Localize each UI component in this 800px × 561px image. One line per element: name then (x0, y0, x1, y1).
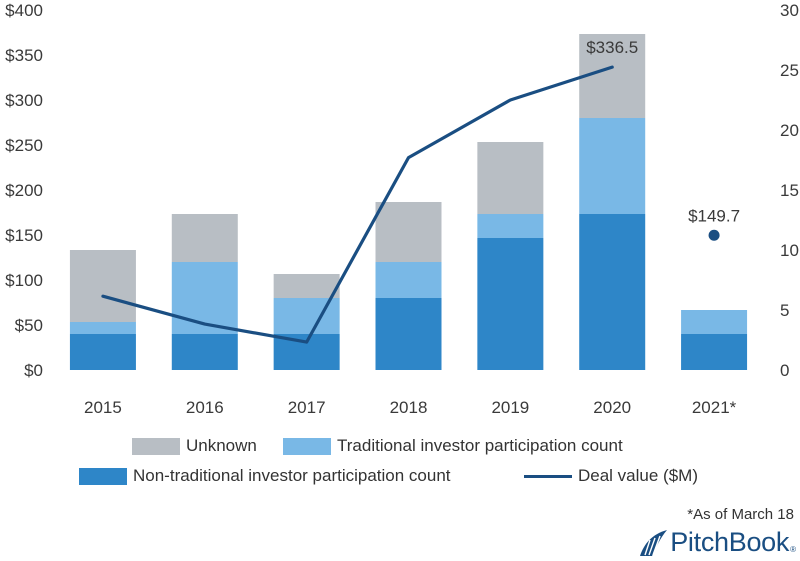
bar-traditional-investor-participation-count-2015 (69, 322, 136, 334)
x-axis-tick-label: 2021* (692, 398, 737, 417)
bar-non-traditional-investor-participation-count-2020 (579, 214, 646, 370)
legend-label-deal-value: Deal value ($M) (578, 466, 698, 485)
right-axis-tick-label: 15 (780, 181, 799, 200)
legend-label-traditional: Traditional investor participation count (337, 436, 623, 455)
bar-traditional-investor-participation-count-2019 (477, 214, 544, 238)
legend-swatch-traditional (283, 437, 331, 455)
left-axis-tick-label: $250 (5, 136, 43, 155)
x-axis-tick-label: 2016 (186, 398, 224, 417)
right-axis-tick-label: 30 (780, 1, 799, 20)
footnote: *As of March 18 (687, 506, 794, 523)
data-label-2020: $336.5 (586, 38, 638, 57)
pitchbook-leaf-icon (640, 529, 668, 556)
x-axis-tick-label: 2018 (390, 398, 428, 417)
bar-unknown-2020 (579, 34, 646, 118)
x-axis-tick-label: 2019 (491, 398, 529, 417)
bar-unknown-2016 (171, 214, 238, 262)
left-axis-tick-label: $150 (5, 226, 43, 245)
left-axis-tick-label: $0 (24, 361, 43, 380)
bar-non-traditional-investor-participation-count-2018 (375, 298, 442, 370)
brand-reg: ® (790, 545, 796, 554)
bar-traditional-investor-participation-count-2016 (171, 262, 238, 334)
legend-traditional: Traditional investor participation count (283, 436, 623, 456)
deal-value-point-2021 (708, 229, 720, 241)
x-axis-tick-label: 2015 (84, 398, 122, 417)
left-axis-tick-label: $300 (5, 91, 43, 110)
left-axis-tick-label: $200 (5, 181, 43, 200)
right-axis-tick-label: 0 (780, 361, 789, 380)
left-axis-tick-label: $350 (5, 46, 43, 65)
legend-swatch-unknown (132, 437, 180, 455)
right-axis-tick-label: 10 (780, 241, 799, 260)
pitchbook-logo: PitchBook ® (636, 527, 796, 558)
bar-non-traditional-investor-participation-count-2019 (477, 238, 544, 370)
legend-deal-value: Deal value ($M) (524, 466, 698, 486)
legend-label-nontraditional: Non-traditional investor participation c… (133, 466, 451, 485)
bar-non-traditional-investor-participation-count-2015 (69, 334, 136, 370)
deal-value-line (101, 65, 614, 344)
brand-name: PitchBook (670, 527, 790, 557)
right-axis-tick-label: 20 (780, 121, 799, 140)
x-axis-tick-label: 2017 (288, 398, 326, 417)
legend-swatch-nontraditional (79, 467, 127, 485)
bar-unknown-2019 (477, 142, 544, 214)
x-axis-tick-label: 2020 (593, 398, 631, 417)
legend-unknown: Unknown (132, 436, 257, 456)
legend-nontraditional: Non-traditional investor participation c… (79, 466, 451, 486)
bar-traditional-investor-participation-count-2021 (681, 310, 748, 334)
legend-label-unknown: Unknown (186, 436, 257, 455)
right-axis-tick-label: 5 (780, 301, 789, 320)
combo-chart: $0 $50 $100 $150 $200 $250 $300 $350 $400 0 5 10 15 2… (5, 1, 799, 417)
left-axis-tick-label: $400 (5, 1, 43, 20)
bar-unknown-2018 (375, 202, 442, 262)
bar-non-traditional-investor-participation-count-2016 (171, 334, 238, 370)
bar-traditional-investor-participation-count-2020 (579, 118, 646, 214)
data-label-2021: $149.7 (688, 206, 740, 225)
right-axis-tick-label: 25 (780, 61, 799, 80)
bar-unknown-2017 (273, 274, 340, 298)
bar-non-traditional-investor-participation-count-2021 (681, 334, 748, 370)
legend-swatch-deal-value (524, 474, 572, 478)
bar-traditional-investor-participation-count-2018 (375, 262, 442, 298)
left-axis-tick-label: $100 (5, 271, 43, 290)
left-axis-tick-label: $50 (15, 316, 43, 335)
bar-unknown-2015 (69, 250, 136, 322)
